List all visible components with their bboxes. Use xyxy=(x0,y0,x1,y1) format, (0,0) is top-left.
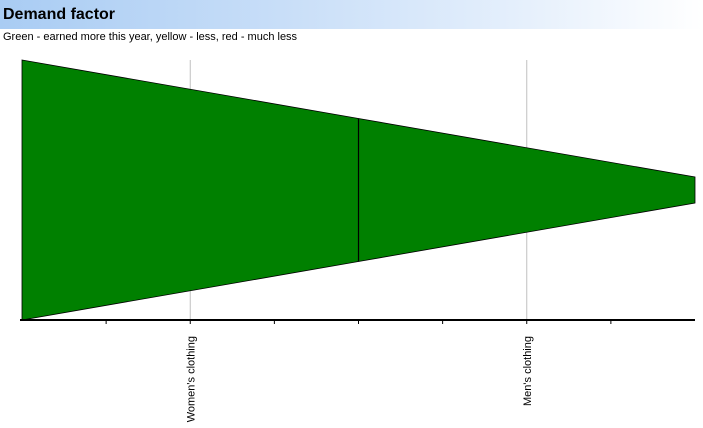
x-tick-label-2: Men's clothing xyxy=(522,336,534,406)
chart-subtitle: Green - earned more this year, yellow - … xyxy=(3,31,298,43)
chart-title: Demand factor xyxy=(3,6,116,23)
x-tick-label-1: Women's clothing xyxy=(185,336,197,422)
chart-header: Demand factor xyxy=(0,0,703,29)
demand-band xyxy=(21,59,696,321)
x-tick-labels: Women's clothing Men's clothing xyxy=(185,336,534,422)
x-axis xyxy=(20,319,695,324)
